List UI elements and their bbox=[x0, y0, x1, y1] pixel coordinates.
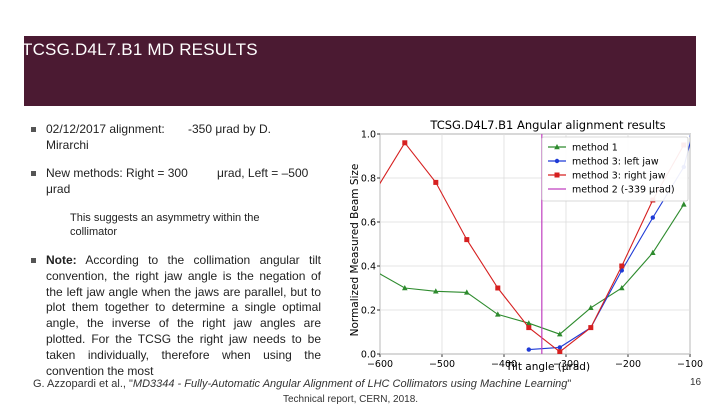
series-method-3-left-jaw-point bbox=[689, 135, 690, 138]
series-method-3-right-jaw-point bbox=[433, 179, 439, 185]
y-tick-label: 0.0 bbox=[361, 350, 376, 361]
series-method-1-point bbox=[681, 201, 687, 207]
chart-xlabel: Tilt angle (μrad) bbox=[505, 361, 590, 373]
series-method-1-point bbox=[402, 285, 408, 291]
chart-legend bbox=[541, 136, 689, 202]
series-method-3-right-jaw-point bbox=[557, 349, 563, 354]
bullet-marker bbox=[31, 127, 36, 132]
note-text: According to the collimation angular til… bbox=[46, 253, 322, 378]
note-paragraph: Note: According to the collimation angul… bbox=[46, 253, 321, 379]
bullet-alignment-value: -350 μrad by D. bbox=[188, 122, 271, 136]
chart-ylabel: Normalized Measured Beam Size bbox=[349, 164, 361, 337]
series-method-3-left-jaw-point bbox=[557, 345, 562, 350]
legend-method-2-339-rad-label: method 2 (-339 μrad) bbox=[572, 185, 675, 196]
series-method-1-point bbox=[433, 288, 439, 294]
slide-title: TCSG.D4L7.B1 MD RESULTS bbox=[22, 40, 258, 59]
y-tick-label: 1.0 bbox=[361, 130, 376, 141]
note-label: Note: bbox=[46, 253, 77, 267]
series-method-3-right-jaw-point bbox=[371, 191, 376, 196]
series-method-1-point bbox=[588, 304, 594, 310]
page-number: 16 bbox=[690, 377, 702, 388]
legend-method-3-right-jaw-marker bbox=[554, 172, 560, 178]
footer-end: " bbox=[567, 378, 572, 390]
legend-method-1-marker bbox=[554, 144, 560, 150]
series-method-3-left-jaw-point bbox=[650, 215, 655, 220]
series-method-3-right-jaw-point bbox=[464, 237, 470, 243]
series-method-3-right-jaw-point bbox=[526, 325, 532, 331]
series-method-1-point bbox=[557, 331, 563, 337]
bullet-marker bbox=[31, 258, 36, 263]
series-method-1-point bbox=[619, 285, 625, 291]
x-tick-label: −300 bbox=[553, 359, 579, 370]
x-tick-label: −600 bbox=[367, 359, 393, 370]
bullet-new-methods-value: μrad, Left = –500 bbox=[217, 166, 309, 180]
x-tick-label: −500 bbox=[429, 359, 455, 370]
bullet-alignment-a: 02/12/2017 alignment: bbox=[46, 122, 165, 136]
title-bar bbox=[24, 36, 696, 106]
series-method-3-right-jaw-point bbox=[619, 263, 625, 269]
series-method-1-point bbox=[526, 320, 532, 326]
legend-method-3-left-jaw-marker bbox=[554, 158, 560, 164]
legend-method-1-label: method 1 bbox=[572, 143, 618, 154]
bullet-new-methods-text: New methods: Right = 300 μrad bbox=[46, 166, 206, 198]
bullet-new-methods-a: New methods: Right = 300 bbox=[46, 166, 188, 180]
bullet-alignment-text: 02/12/2017 alignment: Mirarchi bbox=[46, 122, 186, 154]
alignment-chart: TCSG.D4L7.B1 Angular alignment results N… bbox=[349, 118, 703, 373]
footer-citation: G. Azzopardi et al., "MD3344 - Fully-Aut… bbox=[33, 378, 571, 390]
series-method-1-point bbox=[650, 249, 656, 255]
footer-report: Technical report, CERN, 2018. bbox=[283, 394, 419, 405]
x-tick-label: −400 bbox=[491, 359, 517, 370]
y-tick-label: 0.2 bbox=[361, 306, 376, 317]
x-tick-label: −200 bbox=[615, 359, 641, 370]
series-method-3-right-jaw-point bbox=[495, 285, 501, 291]
series-method-1-point bbox=[495, 311, 501, 317]
series-method-3-left-jaw-point bbox=[526, 347, 531, 352]
x-tick-label: −100 bbox=[677, 359, 703, 370]
footer-author: G. Azzopardi et al., " bbox=[33, 378, 133, 390]
y-tick-label: 0.8 bbox=[361, 174, 376, 185]
legend-method-3-left-jaw-label: method 3: left jaw bbox=[572, 157, 659, 168]
series-method-3-right-jaw-point bbox=[402, 140, 408, 146]
series-method-1-point bbox=[464, 289, 470, 295]
asymmetry-subtext: This suggests an asymmetry within the co… bbox=[70, 212, 260, 238]
y-tick-label: 0.4 bbox=[361, 262, 376, 273]
footer-title: MD3344 - Fully-Automatic Angular Alignme… bbox=[132, 378, 568, 390]
legend-method-3-right-jaw-label: method 3: right jaw bbox=[572, 171, 666, 182]
y-tick-label: 0.6 bbox=[361, 218, 376, 229]
bullet-new-methods-b: μrad bbox=[46, 181, 71, 196]
bullet-alignment-b: Mirarchi bbox=[46, 137, 89, 152]
bullet-marker bbox=[31, 171, 36, 176]
series-method-3-right-jaw-point bbox=[588, 325, 594, 331]
chart-title: TCSG.D4L7.B1 Angular alignment results bbox=[429, 118, 665, 132]
